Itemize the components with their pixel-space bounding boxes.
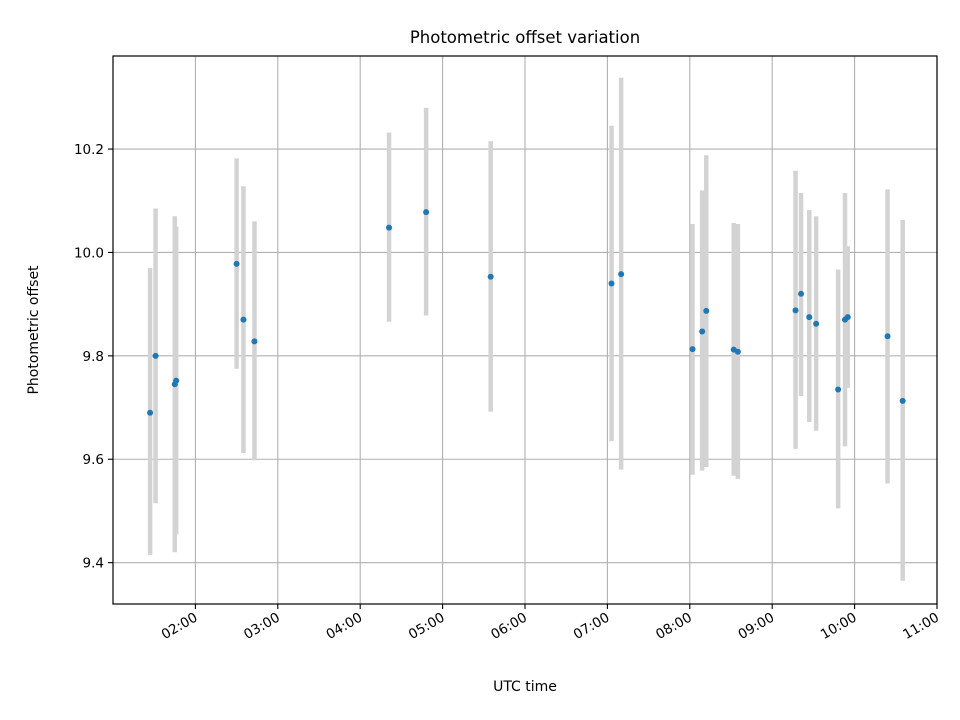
y-tick-label: 10.2	[74, 142, 104, 158]
data-point	[608, 280, 615, 287]
y-tick-label: 9.4	[83, 556, 104, 572]
chart-title: Photometric offset variation	[410, 28, 640, 47]
data-point	[699, 328, 706, 335]
y-axis-ticks: 9.4 9.6 9.8 10.0 10.2	[74, 142, 113, 572]
data-point	[152, 352, 159, 359]
data-point	[884, 333, 891, 340]
data-point	[792, 307, 799, 314]
data-point	[899, 397, 906, 404]
data-point	[798, 290, 805, 297]
grid-lines	[113, 56, 938, 604]
data-point	[423, 209, 430, 216]
y-tick-label: 9.8	[83, 349, 104, 365]
y-tick-label: 10.0	[74, 245, 104, 261]
data-point	[147, 409, 154, 416]
data-point	[806, 314, 813, 321]
data-point	[251, 338, 258, 345]
data-point	[734, 348, 741, 355]
y-axis-label: Photometric offset	[26, 265, 42, 395]
data-points	[147, 209, 906, 416]
data-point	[240, 316, 247, 323]
data-point	[844, 314, 851, 321]
data-point	[487, 273, 494, 280]
data-point	[233, 260, 240, 267]
data-point	[703, 307, 710, 314]
data-point	[618, 271, 625, 278]
data-point	[813, 320, 820, 327]
data-point	[173, 377, 180, 384]
data-point	[386, 224, 393, 231]
x-axis-label: UTC time	[493, 679, 557, 695]
data-point	[689, 346, 696, 353]
y-tick-label: 9.6	[83, 452, 104, 468]
data-point	[835, 386, 842, 393]
